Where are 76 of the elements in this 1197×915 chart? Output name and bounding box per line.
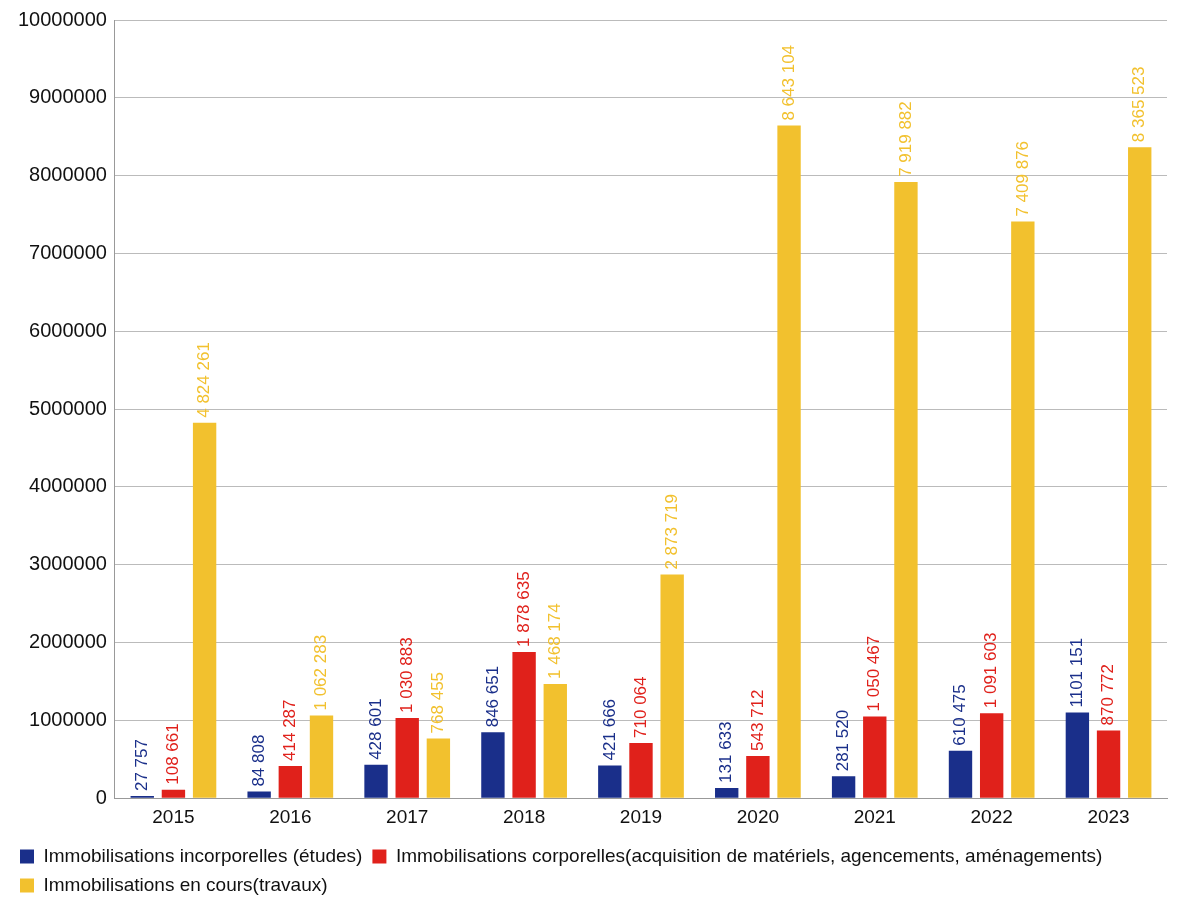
bar [364, 764, 388, 798]
data-label: 84 808 [248, 734, 268, 787]
y-tick-label: 3000000 [29, 552, 107, 575]
data-label: 8 365 523 [1129, 66, 1149, 143]
data-label: 27 757 [131, 739, 151, 792]
bar [512, 652, 536, 798]
data-label: 870 772 [1098, 663, 1118, 726]
y-tick-label: 8000000 [29, 163, 107, 186]
data-label: 1101 151 [1067, 637, 1087, 708]
bar [247, 791, 271, 798]
bar [894, 181, 918, 798]
data-label: 414 287 [280, 699, 300, 761]
bar [481, 732, 505, 798]
x-tick-label: 2019 [619, 805, 663, 827]
x-tick-label: 2020 [736, 805, 780, 827]
bar [426, 738, 451, 798]
bar [543, 683, 567, 798]
bar [831, 776, 856, 798]
bar [161, 789, 186, 798]
bar [395, 717, 419, 798]
data-label: 1 878 635 [513, 571, 533, 647]
data-label: 421 666 [599, 698, 619, 761]
bar [278, 765, 303, 798]
data-label: 1 050 467 [864, 635, 884, 712]
data-label: 1 091 603 [981, 632, 1001, 709]
y-tick-label: 1000000 [29, 707, 107, 730]
legend-label: Immobilisations incorporelles (études) [43, 844, 363, 866]
data-label: 281 520 [833, 709, 853, 772]
bar [1011, 221, 1035, 798]
y-tick-label: 0 [95, 785, 107, 808]
legend-label: Immobilisations en cours(travaux) [43, 873, 328, 895]
data-label: 8 643 104 [778, 44, 798, 121]
bar [948, 750, 973, 798]
bar [715, 787, 739, 798]
data-label: 108 661 [163, 723, 183, 785]
data-label: 428 601 [365, 698, 385, 760]
x-tick-label: 2023 [1087, 805, 1130, 827]
bar [979, 713, 1004, 798]
y-tick-label: 6000000 [29, 318, 107, 341]
x-tick-label: 2022 [970, 805, 1013, 827]
y-tick-label: 9000000 [29, 85, 107, 108]
y-tick-label: 4000000 [29, 474, 107, 497]
data-label: 7 409 876 [1012, 140, 1032, 217]
data-label: 1 468 174 [544, 603, 564, 679]
bar [309, 715, 334, 798]
data-label: 1 062 283 [311, 634, 331, 711]
bar [660, 574, 684, 798]
bar [863, 716, 887, 798]
bar [192, 422, 217, 798]
data-label: 1 030 883 [396, 637, 416, 713]
x-tick-label: 2021 [853, 805, 896, 827]
data-label: 543 712 [747, 689, 767, 751]
bar [1065, 712, 1090, 798]
bar [777, 125, 801, 798]
data-label: 4 824 261 [194, 342, 214, 418]
data-label: 768 455 [428, 671, 448, 734]
data-label: 2 873 719 [661, 493, 681, 570]
y-tick-label: 10000000 [18, 7, 107, 30]
data-label: 131 633 [716, 721, 736, 783]
bar [746, 755, 770, 798]
y-tick-label: 5000000 [29, 396, 107, 419]
data-label: 710 064 [630, 676, 650, 738]
data-label: 846 651 [482, 665, 502, 728]
legend-label: Immobilisations corporelles(acquisition de matériels, agencements, aménagements) [395, 844, 1103, 866]
bar [629, 742, 653, 798]
bar [1096, 730, 1121, 798]
x-tick-label: 2015 [152, 805, 195, 827]
x-tick-label: 2017 [386, 805, 429, 827]
y-tick-label: 2000000 [29, 630, 107, 653]
data-label: 610 475 [950, 684, 970, 746]
x-tick-label: 2018 [502, 805, 546, 827]
x-tick-label: 2016 [269, 805, 312, 827]
y-tick-label: 7000000 [29, 240, 107, 263]
bar [598, 765, 622, 798]
data-label: 7 919 882 [895, 101, 915, 177]
bar [1128, 147, 1152, 798]
